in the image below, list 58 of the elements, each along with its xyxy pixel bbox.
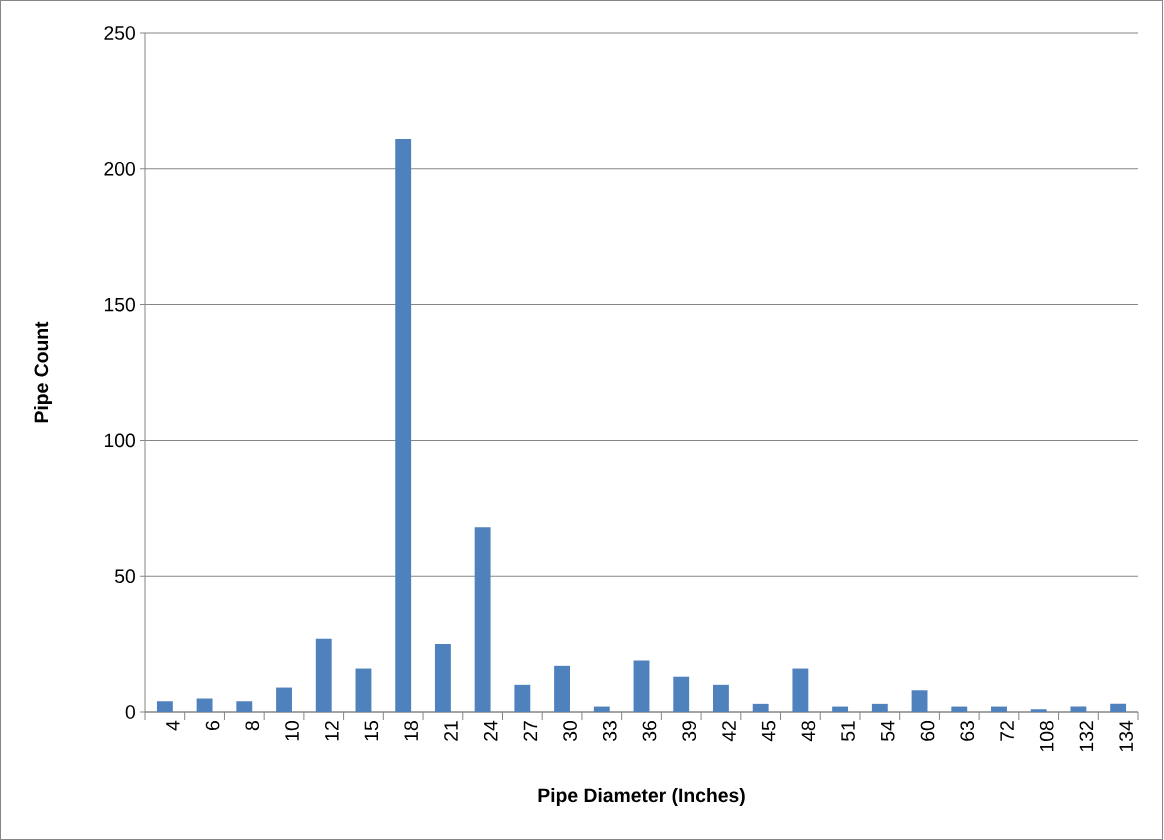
bar [395, 138, 412, 712]
x-tick-label: 60 [920, 721, 935, 741]
bar [673, 676, 690, 712]
bar [1070, 706, 1087, 712]
x-tick-label: 15 [364, 721, 379, 741]
x-tick-label: 39 [682, 721, 697, 742]
bar [315, 638, 332, 712]
bar [236, 701, 253, 712]
bar [434, 644, 451, 712]
bar [474, 527, 491, 712]
y-tick-label: 150 [104, 297, 135, 312]
bar [514, 684, 531, 712]
x-tick-label: 10 [285, 721, 299, 741]
x-tick-label: 18 [404, 721, 419, 741]
x-tick-label: 63 [960, 721, 975, 741]
x-tick-label: 108 [1039, 721, 1054, 752]
x-tick-label: 8 [245, 721, 260, 731]
y-tick-label: 100 [104, 433, 135, 448]
x-tick-label: 48 [801, 721, 816, 742]
x-tick-label: 33 [602, 721, 617, 742]
bar [355, 668, 372, 712]
y-tick-label: 50 [115, 569, 135, 584]
x-tick-label: 51 [841, 721, 855, 741]
x-tick-label: 54 [881, 720, 895, 741]
x-tick-label: 30 [563, 721, 577, 742]
y-axis-title: Pipe Count [34, 321, 53, 423]
x-tick-label: 21 [444, 721, 458, 741]
y-tick-label: 200 [104, 161, 135, 176]
x-tick-label: 27 [523, 721, 538, 741]
bar [1110, 703, 1127, 712]
x-tick-label: 36 [642, 721, 657, 742]
bar [713, 684, 729, 712]
x-tick-label: 24 [483, 720, 498, 741]
y-tick-label: 250 [104, 26, 135, 40]
bar [554, 665, 571, 712]
x-tick-label: 134 [1119, 720, 1133, 752]
bar [871, 703, 888, 712]
x-tick-label: 72 [1000, 721, 1014, 741]
bar [156, 701, 173, 712]
bar [911, 690, 928, 712]
x-tick-label: 132 [1079, 721, 1094, 752]
bar [991, 706, 1007, 712]
bar [276, 687, 292, 712]
bar [1030, 709, 1047, 712]
bar [633, 660, 650, 712]
bar [951, 706, 968, 712]
x-tick-label: 4 [166, 720, 180, 731]
bar [792, 668, 809, 712]
bar [593, 706, 610, 712]
x-tick-label: 45 [761, 721, 776, 742]
bar [752, 703, 769, 712]
bar [196, 698, 213, 712]
x-axis-title: Pipe Diameter (Inches) [538, 788, 745, 807]
y-tick-label: 0 [125, 705, 135, 719]
x-tick-label: 12 [324, 721, 339, 741]
bar [832, 706, 849, 712]
x-tick-label: 42 [722, 721, 736, 742]
x-tick-label: 6 [205, 721, 220, 731]
